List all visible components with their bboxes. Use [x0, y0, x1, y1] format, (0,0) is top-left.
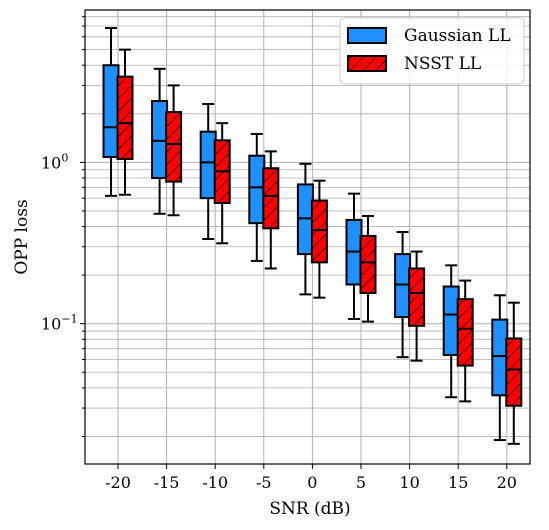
box-gaussian-20 — [491, 294, 509, 442]
x-tick-label: -20 — [105, 473, 131, 492]
box-nsst--20 — [116, 48, 134, 196]
box-series — [102, 27, 523, 445]
box-gaussian--5 — [248, 132, 266, 262]
iqr-box — [248, 154, 266, 225]
box-gaussian-15 — [442, 264, 460, 399]
plot-frame — [84, 9, 531, 465]
iqr-box — [151, 100, 169, 180]
iqr-hatch — [409, 268, 425, 326]
y-axis-label: OPP loss — [12, 199, 32, 274]
iqr-hatch — [117, 76, 133, 159]
axis-ticks: -20 -15 -10 -5 0 5 10 15 20 100 10−1 — [41, 16, 517, 492]
box-nsst--15 — [165, 84, 183, 217]
x-tick-label: 10 — [399, 473, 419, 492]
iqr-box — [199, 130, 217, 200]
iqr-box — [442, 285, 460, 356]
grid-lines — [85, 10, 530, 464]
x-tick-label: 20 — [497, 473, 517, 492]
legend: Gaussian LL NSST LL — [339, 17, 525, 85]
legend-label: NSST LL — [404, 54, 481, 74]
iqr-box — [102, 64, 120, 158]
box-gaussian-5 — [345, 192, 363, 320]
box-gaussian--15 — [151, 67, 169, 215]
y-tick-label: 10−1 — [41, 313, 78, 334]
iqr-hatch — [166, 112, 182, 182]
x-tick-label: 15 — [448, 473, 468, 492]
legend-swatch-hatch — [348, 56, 386, 71]
iqr-hatch — [506, 338, 522, 406]
box-nsst-0 — [310, 179, 328, 299]
legend-swatch — [347, 27, 387, 44]
iqr-hatch — [311, 200, 327, 263]
x-tick-label: 0 — [307, 473, 317, 492]
box-gaussian--20 — [102, 27, 120, 197]
box-gaussian-10 — [394, 231, 412, 359]
box-nsst-10 — [408, 250, 426, 362]
x-tick-label: 5 — [356, 473, 366, 492]
box-nsst-15 — [456, 279, 474, 403]
iqr-hatch — [360, 235, 376, 293]
iqr-hatch — [263, 168, 279, 229]
y-tick-label: 100 — [41, 151, 68, 172]
x-tick-label: -15 — [154, 473, 180, 492]
box-nsst-20 — [505, 301, 523, 445]
x-tick-label: -5 — [256, 473, 272, 492]
iqr-hatch — [457, 299, 473, 366]
x-axis-label: SNR (dB) — [269, 499, 350, 519]
iqr-box — [394, 253, 412, 319]
x-tick-label: -10 — [202, 473, 228, 492]
box-nsst-5 — [359, 215, 377, 323]
iqr-box — [491, 318, 509, 397]
box-nsst--5 — [262, 150, 280, 270]
box-gaussian--10 — [199, 103, 217, 240]
legend-label: Gaussian LL — [404, 26, 511, 46]
box-nsst--10 — [213, 122, 231, 245]
